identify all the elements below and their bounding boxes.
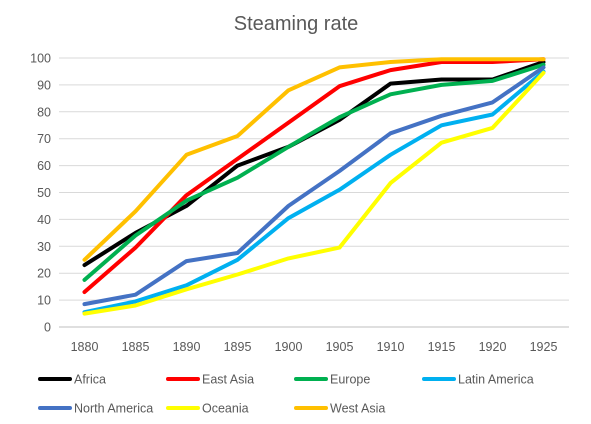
y-tick-label: 100 xyxy=(30,52,51,66)
y-tick-label: 40 xyxy=(37,213,51,227)
series-line-north-america xyxy=(82,65,546,307)
y-tick-label: 20 xyxy=(37,267,51,281)
y-tick-label: 90 xyxy=(37,78,51,92)
series-line-west-asia xyxy=(82,57,546,262)
x-axis-ticks: 1880 1885 1890 1895 1900 1905 1910 1915 1920 1925 xyxy=(71,340,558,354)
legend-item-east-asia[interactable]: East Asia xyxy=(166,373,254,387)
y-tick-label: 70 xyxy=(37,132,51,146)
x-tick-label: 1900 xyxy=(275,340,303,354)
x-tick-label: 1925 xyxy=(530,340,558,354)
legend-item-africa[interactable]: Africa xyxy=(38,373,106,387)
series-line-africa xyxy=(82,60,546,268)
x-tick-label: 1880 xyxy=(71,340,99,354)
legend-label: North America xyxy=(74,402,153,416)
legend-label: East Asia xyxy=(202,373,254,387)
chart-title: Steaming rate xyxy=(234,13,359,35)
series-line-latin-america xyxy=(82,69,546,315)
series-line-europe xyxy=(82,62,546,282)
series-lines xyxy=(82,57,546,316)
legend-label: Africa xyxy=(74,373,106,387)
x-tick-label: 1890 xyxy=(173,340,201,354)
series-line-east-asia xyxy=(82,57,546,294)
legend-label: West Asia xyxy=(330,402,385,416)
x-tick-label: 1915 xyxy=(428,340,456,354)
x-tick-label: 1895 xyxy=(224,340,252,354)
y-tick-label: 10 xyxy=(37,294,51,308)
x-tick-label: 1885 xyxy=(122,340,150,354)
legend-label: Latin America xyxy=(458,373,534,387)
y-tick-label: 60 xyxy=(37,159,51,173)
series-line-oceania xyxy=(82,70,546,316)
legend-item-oceania[interactable]: Oceania xyxy=(166,402,249,416)
x-tick-label: 1905 xyxy=(326,340,354,354)
x-tick-label: 1920 xyxy=(479,340,507,354)
legend-label: Europe xyxy=(330,373,370,387)
legend-item-west-asia[interactable]: West Asia xyxy=(294,402,385,416)
legend-item-europe[interactable]: Europe xyxy=(294,373,370,387)
legend-label: Oceania xyxy=(202,402,249,416)
x-tick-label: 1910 xyxy=(377,340,405,354)
y-tick-label: 0 xyxy=(44,321,51,335)
legend-item-latin-america[interactable]: Latin America xyxy=(422,373,534,387)
legend-item-north-america[interactable]: North America xyxy=(38,402,153,416)
legend[interactable]: Africa East Asia Europe Latin America North … xyxy=(38,373,534,416)
y-axis-ticks: 0 10 20 30 40 50 60 70 80 90 100 xyxy=(30,52,51,335)
y-tick-label: 80 xyxy=(37,105,51,119)
y-tick-label: 50 xyxy=(37,186,51,200)
gridlines xyxy=(59,57,569,328)
y-tick-label: 30 xyxy=(37,240,51,254)
